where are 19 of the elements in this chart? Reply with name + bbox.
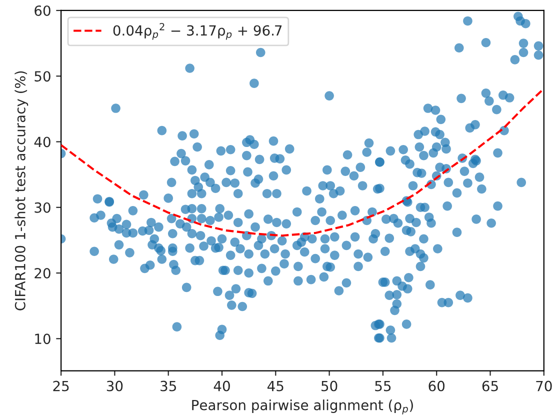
y-tick-label: 10 bbox=[35, 334, 50, 344]
y-tick-label: 50 bbox=[34, 71, 50, 82]
y-axis-title: CIFAR100 1-shot test accuracy (%) bbox=[14, 71, 28, 310]
x-tick-label: 60 bbox=[428, 380, 445, 392]
x-tick-label: 40 bbox=[214, 380, 230, 392]
x-tick-label: 35 bbox=[160, 380, 176, 392]
x-tick-label: 70 bbox=[536, 380, 552, 392]
y-tick-label: 40 bbox=[34, 136, 50, 148]
x-tick-label: 25 bbox=[53, 380, 69, 392]
x-tick-label: 45 bbox=[267, 380, 284, 392]
y-tick-label: 20 bbox=[34, 268, 50, 278]
y-tick-label: 60 bbox=[34, 5, 50, 16]
x-tick-label: 65 bbox=[482, 380, 498, 392]
x-tick-label: 50 bbox=[322, 380, 338, 392]
x-tick-label: 55 bbox=[375, 380, 391, 392]
legend-label: 0.04ρ$_{p}$$^{2}$ − 3.17ρ$_{p}$ + 96.7 bbox=[113, 22, 282, 40]
x-axis-title: Pearson pairwise alignment (ρ$_{p}$) bbox=[192, 400, 413, 414]
x-tick-label: 30 bbox=[106, 380, 123, 392]
y-tick-label: 30 bbox=[34, 202, 50, 213]
